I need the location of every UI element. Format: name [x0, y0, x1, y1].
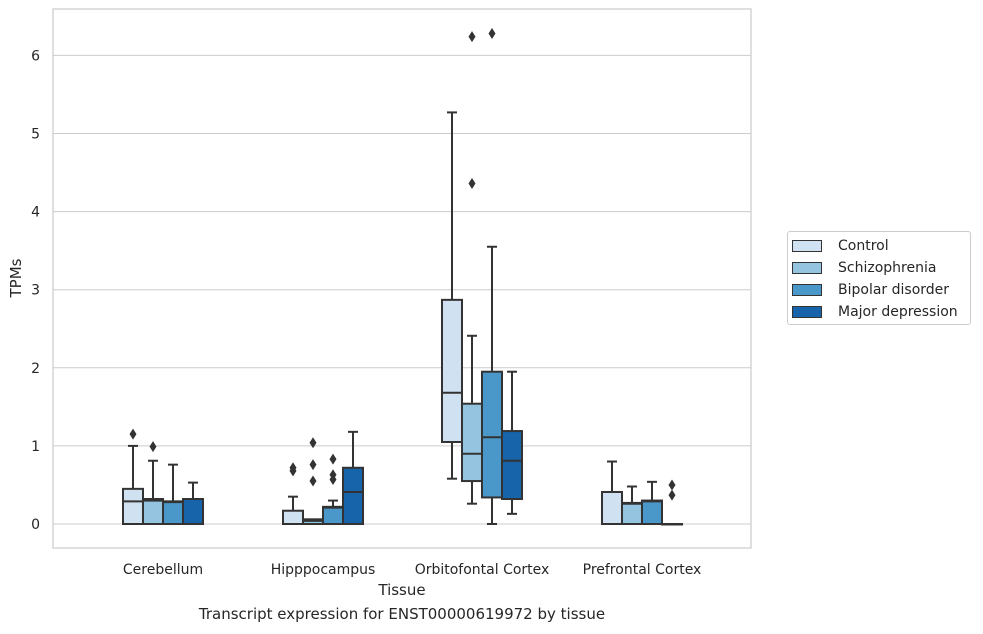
box-major-depression-orbitofontal-cortex [501, 430, 523, 501]
legend-label-control: Control [838, 238, 889, 254]
outlier-control-cerebellum-0 [129, 428, 137, 440]
x-tick-label-orbitofontal-cortex: Orbitofontal Cortex [415, 562, 550, 578]
y-tick-label-1: 1 [31, 439, 40, 455]
legend-swatch-schizophrenia [792, 262, 822, 274]
box-bipolar-disorder-cerebellum [162, 500, 184, 526]
box-major-depression-cerebellum [182, 498, 204, 525]
y-tick-label-4: 4 [31, 205, 40, 221]
legend-swatch-control [792, 240, 822, 252]
box-bipolar-disorder-prefrontal-cortex [641, 499, 663, 526]
legend-label-major-depression: Major depression [838, 304, 958, 320]
legend-swatch-major-depression [792, 306, 822, 318]
box-control-prefrontal-cortex [601, 490, 623, 526]
box-control-cerebellum [122, 487, 144, 526]
outlier-schizophrenia-orbitofontal-cortex-1 [468, 31, 476, 43]
legend-item-control: Control [792, 236, 889, 256]
box-schizophrenia-prefrontal-cortex [621, 501, 643, 525]
outlier-bipolar-disorder-hipppocampus-2 [329, 453, 337, 465]
chart-legend: Control Schizophrenia Bipolar disorder M… [787, 231, 971, 325]
y-axis-label: TPMs [7, 258, 25, 298]
x-axis-label: Tissue [377, 581, 425, 599]
box-control-hipppocampus [282, 509, 304, 525]
legend-label-schizophrenia: Schizophrenia [838, 260, 937, 276]
box-schizophrenia-orbitofontal-cortex [461, 402, 483, 483]
box-bipolar-disorder-hipppocampus [322, 505, 344, 525]
legend-item-schizophrenia: Schizophrenia [792, 258, 936, 278]
outlier-schizophrenia-orbitofontal-cortex-0 [468, 177, 476, 189]
y-tick-label-5: 5 [31, 127, 40, 143]
plot-frame [52, 8, 752, 549]
outlier-bipolar-disorder-hipppocampus-1 [329, 469, 337, 481]
y-tick-label-2: 2 [31, 361, 40, 377]
x-tick-label-hipppocampus: Hipppocampus [271, 562, 376, 578]
outlier-major-depression-prefrontal-cortex-0 [668, 489, 676, 501]
chart-caption: Transcript expression for ENST0000061997… [198, 605, 606, 623]
legend-label-bipolar-disorder: Bipolar disorder [838, 282, 950, 298]
y-tick-label-0: 0 [31, 517, 40, 533]
legend-item-major-depression: Major depression [792, 302, 958, 322]
box-schizophrenia-cerebellum [142, 498, 164, 525]
outlier-schizophrenia-hipppocampus-0 [309, 475, 317, 487]
outlier-schizophrenia-hipppocampus-2 [309, 437, 317, 449]
outlier-schizophrenia-hipppocampus-1 [309, 459, 317, 471]
outlier-major-depression-prefrontal-cortex-1 [668, 479, 676, 491]
box-bipolar-disorder-orbitofontal-cortex [481, 370, 503, 499]
y-tick-label-6: 6 [31, 48, 40, 64]
outlier-bipolar-disorder-orbitofontal-cortex-0 [488, 28, 496, 40]
x-tick-label-prefrontal-cortex: Prefrontal Cortex [583, 562, 702, 578]
legend-swatch-bipolar-disorder [792, 284, 822, 296]
box-major-depression-hipppocampus [342, 466, 364, 526]
outlier-schizophrenia-cerebellum-0 [149, 441, 157, 453]
outlier-control-hipppocampus-1 [289, 462, 297, 474]
y-tick-label-3: 3 [31, 283, 40, 299]
x-tick-label-cerebellum: Cerebellum [123, 562, 203, 578]
legend-item-bipolar-disorder: Bipolar disorder [792, 280, 949, 300]
box-control-orbitofontal-cortex [441, 298, 463, 443]
